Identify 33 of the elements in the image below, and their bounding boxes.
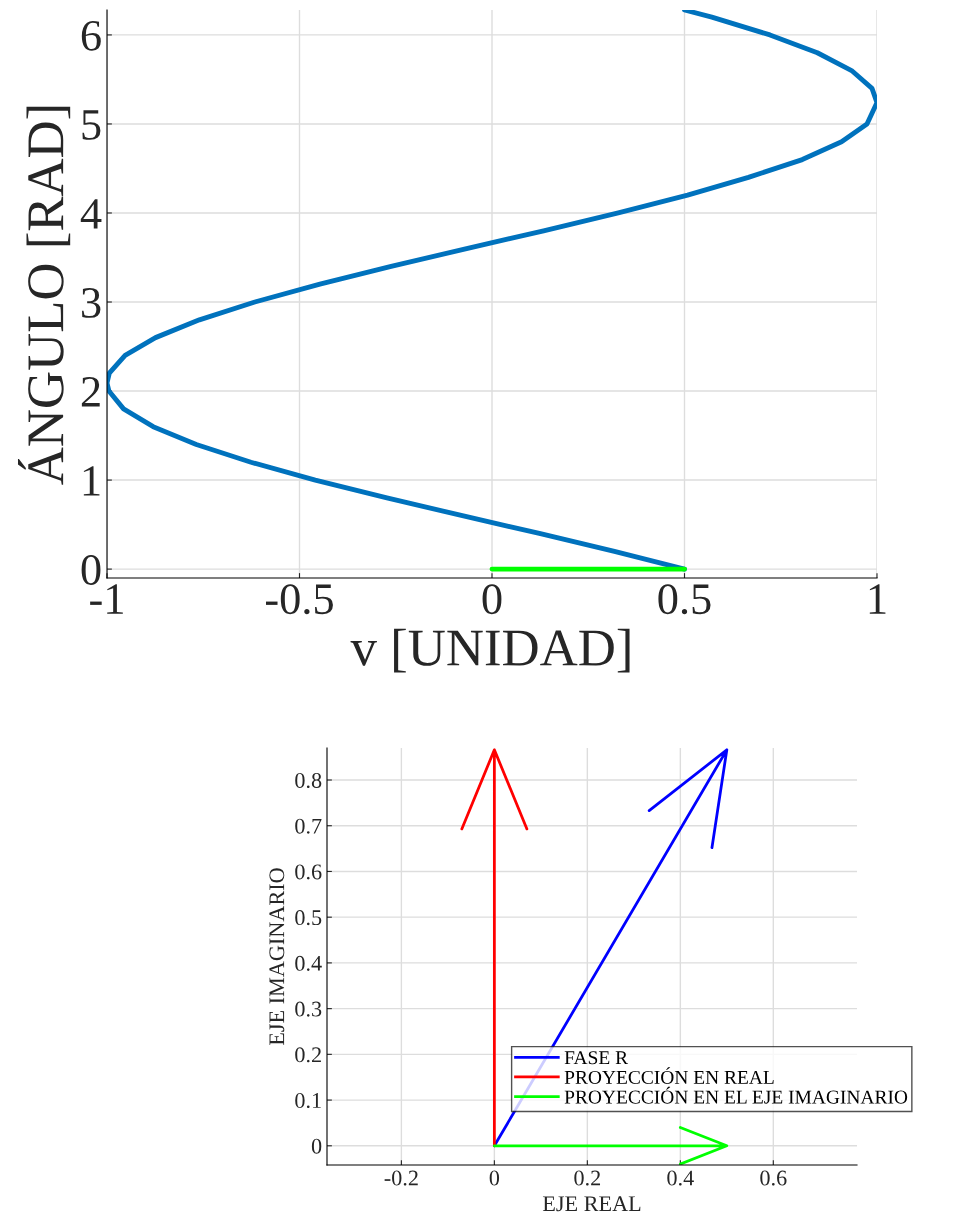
legend-label: FASE R: [564, 1051, 629, 1065]
y-tick-label: 0.1: [295, 1093, 321, 1109]
x-tick-label: 1: [869, 584, 886, 614]
x-tick-label: 0.2: [574, 1170, 601, 1186]
y-tick-label: 6: [81, 20, 101, 51]
x-tick-label: 0.5: [658, 584, 711, 615]
y-tick-label: 3: [82, 288, 101, 318]
x-tick-label: 0: [482, 584, 502, 615]
x-axis-title: v [UNIDAD]: [350, 628, 630, 673]
y-tick-label: 0.4: [295, 955, 322, 971]
y-tick-label: 1: [83, 466, 100, 496]
y-tick-label: 2: [81, 377, 100, 407]
y-tick-label: 0.8: [295, 772, 322, 789]
y-tick-label: 0.5: [295, 910, 322, 926]
x-axis-title: EJE REAL: [542, 1196, 641, 1212]
legend-label: PROYECCIÓN EN EL EJE IMAGINARIO: [564, 1086, 908, 1104]
x-tick-label: -1: [90, 584, 123, 614]
y-axis-title: ÁNGULO [RAD]: [17, 106, 71, 485]
x-tick-label: 0.6: [760, 1170, 787, 1186]
y-tick-label: 0.3: [295, 1001, 322, 1017]
y-tick-label: 0.6: [295, 864, 322, 880]
x-tick-label: 0: [489, 1170, 500, 1186]
y-tick-label: 0: [81, 554, 101, 585]
y-tick-label: 5: [82, 110, 101, 140]
x-tick-label: -0.2: [384, 1170, 418, 1186]
x-tick-label: 0.4: [667, 1170, 694, 1186]
y-tick-label: 0.2: [295, 1047, 321, 1063]
y-tick-label: 4: [80, 199, 102, 229]
x-tick-label: -0.5: [265, 584, 333, 615]
y-axis-title: EJE IMAGINARIO: [269, 868, 285, 1046]
y-tick-label: 0.7: [295, 818, 322, 834]
legend-label: PROYECCIÓN EN REAL: [564, 1067, 774, 1084]
y-tick-label: 0: [311, 1138, 322, 1154]
